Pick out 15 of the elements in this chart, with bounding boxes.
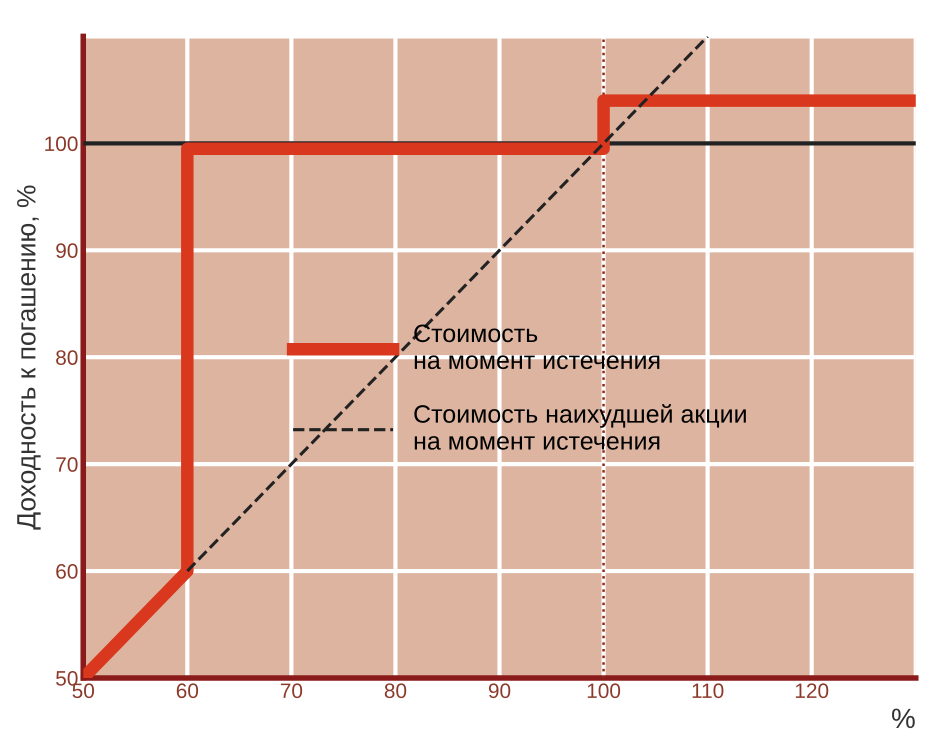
- x-tick-label: 80: [384, 683, 406, 698]
- x-tick-label: 110: [692, 683, 724, 698]
- y-tick-label: 70: [56, 457, 78, 472]
- x-tick-label: 120: [796, 683, 828, 698]
- x-tick-label: 70: [280, 683, 302, 698]
- y-axis-title: Доходность к погашению, %: [17, 186, 41, 530]
- x-tick-label: 90: [488, 683, 510, 698]
- x-tick-label: 100: [588, 683, 620, 698]
- y-tick-label: 90: [56, 243, 78, 258]
- y-tick-label: 80: [56, 350, 78, 365]
- legend-label: Стоимость наихудшей акции на момент истечения: [414, 404, 746, 450]
- y-tick-label: 100: [45, 136, 78, 152]
- x-axis-title: %: [892, 708, 915, 728]
- y-tick-label: 60: [56, 564, 78, 579]
- x-tick-label: 60: [176, 683, 198, 698]
